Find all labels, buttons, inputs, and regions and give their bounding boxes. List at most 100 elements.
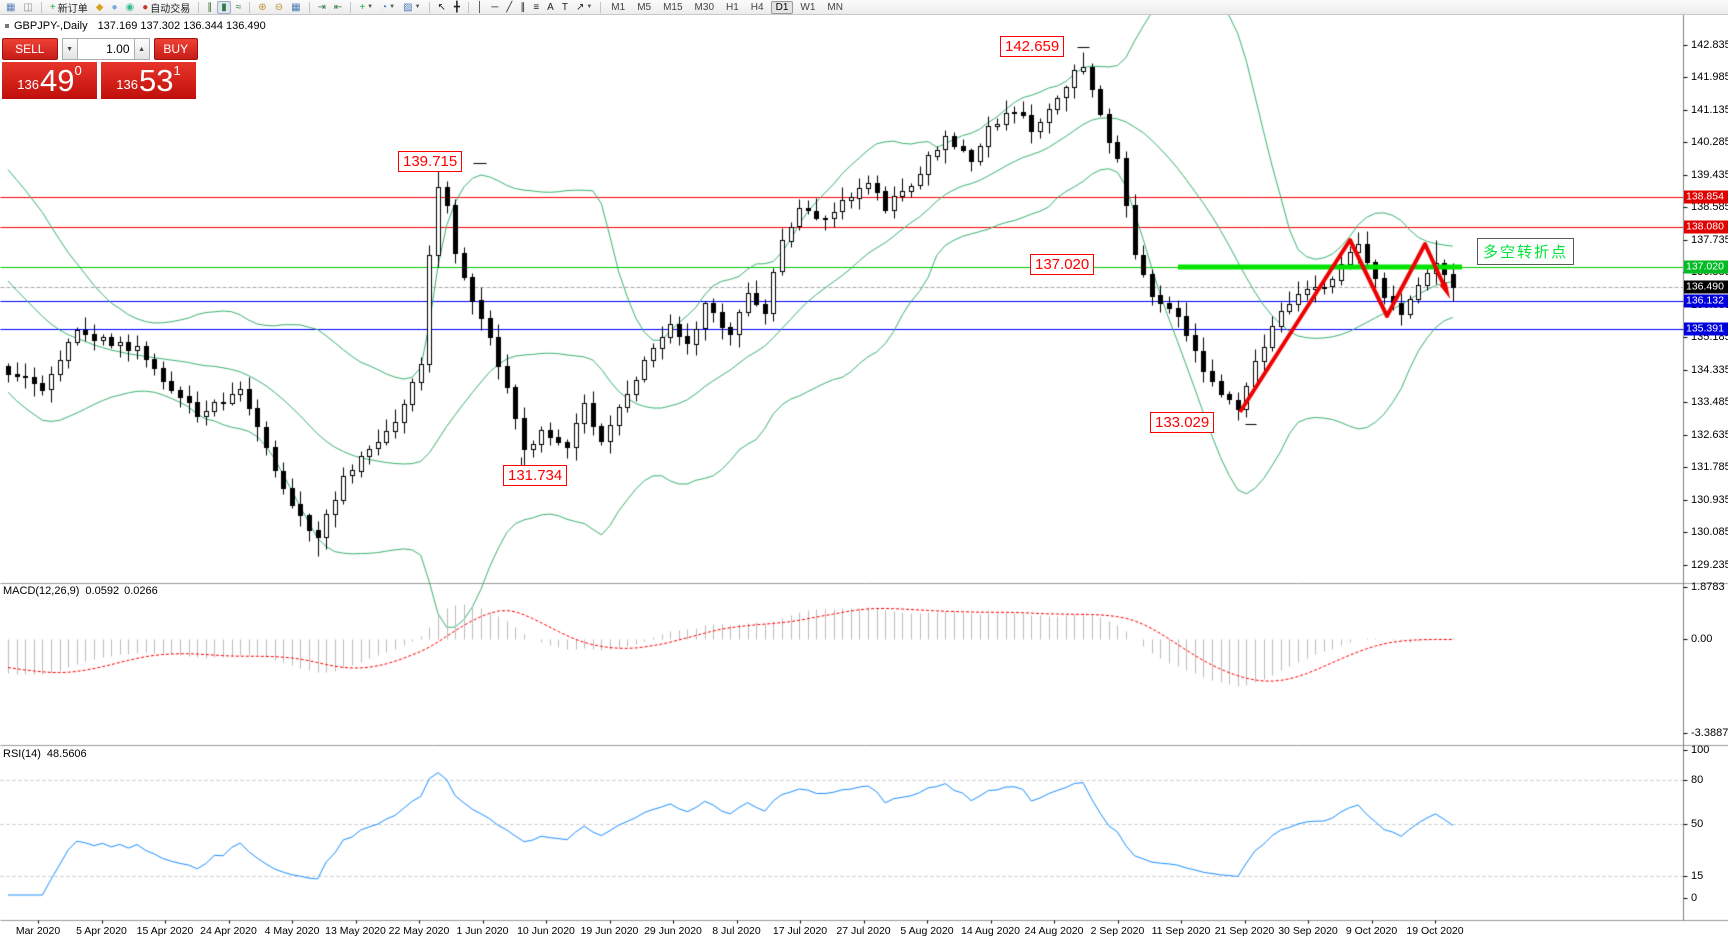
date-axis-label: 2 Sep 2020 [1090, 925, 1145, 937]
dropdown-arrow-icon: ▼ [367, 4, 374, 10]
timeframe-h4[interactable]: H4 [750, 1, 764, 13]
trendline-icon: ╱ [506, 1, 513, 13]
volume-decrease-button[interactable]: ▼ [61, 38, 78, 60]
date-axis-label: 19 Jun 2020 [580, 925, 639, 937]
sell-button[interactable]: SELL [2, 38, 58, 60]
line-chart-button[interactable]: ≈ [233, 1, 245, 14]
timeframe-h1[interactable]: H1 [726, 1, 739, 13]
indicators-button[interactable]: + ▼ [356, 1, 376, 14]
date-axis-label: 14 Aug 2020 [961, 925, 1020, 937]
crosshair-icon: ╋ [453, 1, 460, 13]
line-chart-icon: ≈ [235, 1, 242, 13]
toolbar-separator [198, 1, 200, 13]
price-axis-tick: 134.335 [1691, 363, 1728, 376]
candlestick-chart-button[interactable]: ▮ [217, 0, 231, 14]
date-axis-label: 17 Jul 2020 [772, 925, 828, 937]
chart-window-button[interactable]: ▦ [3, 1, 18, 14]
date-axis-label: 9 Oct 2020 [1345, 925, 1398, 937]
new-order-icon: + [49, 1, 56, 13]
buy-price-pips: 53 [138, 63, 174, 98]
buy-price-fraction: 1 [173, 63, 181, 78]
price-axis-tick: 137.735 [1691, 233, 1728, 246]
horizontal-line-button[interactable]: ─ [488, 1, 501, 14]
new-order-button[interactable]: + 新订单 [47, 1, 91, 15]
equidistant-channel-button[interactable]: ∥ [517, 1, 528, 14]
symbol-name: GBPJPY-,Daily [14, 20, 88, 32]
macd-value-signal: 0.0266 [124, 585, 158, 597]
vertical-line-button[interactable]: │ [474, 1, 486, 14]
dropdown-arrow-icon: ▼ [389, 4, 396, 10]
toolbar-separator [40, 1, 42, 13]
chart-shift-icon: ⇤ [333, 1, 343, 13]
autotrading-button[interactable]: ● 自动交易 [139, 1, 193, 15]
signal-icon: ◉ [125, 1, 135, 13]
buy-price[interactable]: 136 53 1 [101, 62, 196, 99]
volume-input[interactable] [77, 38, 134, 60]
zoom-out-button[interactable]: ⊖ [272, 1, 286, 14]
templates-button[interactable]: ▨ ▼ [400, 1, 423, 14]
annotation-turning-point[interactable]: 多空转折点 [1477, 238, 1575, 265]
auto-scroll-button[interactable]: ⇥ [315, 1, 329, 14]
trendline-button[interactable]: ╱ [503, 1, 515, 14]
text-button[interactable]: A [544, 1, 557, 14]
tile-windows-button[interactable]: ▦ [288, 1, 303, 14]
date-axis-label: 13 May 2020 [325, 925, 386, 937]
annotation-level-137020[interactable]: 137.020 [1030, 254, 1095, 275]
zoom-out-icon: ⊖ [274, 1, 284, 13]
macd-axis-tick: 1.8783 [1691, 581, 1725, 593]
rsi-axis-tick: 50 [1691, 818, 1704, 830]
annotation-low-131734[interactable]: 131.734 [503, 465, 568, 486]
cursor-button[interactable]: ↖ [435, 1, 449, 14]
bar-chart-button[interactable]: ∥ [204, 1, 215, 14]
volume-increase-button[interactable]: ▲ [133, 38, 150, 60]
date-axis-label: 4 May 2020 [264, 925, 320, 937]
community-button[interactable]: ● [108, 1, 120, 14]
macd-label: MACD(12,26,9) 0.0592 0.0266 [3, 585, 158, 597]
equidistant-channel-icon: ∥ [520, 1, 526, 13]
price-axis-tick: 141.985 [1691, 71, 1728, 84]
price-axis-tick: 132.635 [1691, 428, 1728, 441]
timeframe-m1[interactable]: M1 [611, 1, 626, 13]
sell-price-fraction: 0 [74, 63, 82, 78]
crosshair-button[interactable]: ╋ [451, 1, 463, 14]
candlestick-chart-icon: ▮ [221, 1, 227, 13]
annotation-high-139715[interactable]: 139.715 [398, 151, 463, 172]
chart-bullet-icon [5, 24, 9, 28]
timeframe-m30[interactable]: M30 [694, 1, 714, 13]
print-preview-button[interactable]: ◫ [20, 1, 35, 14]
toolbar-separator [428, 1, 430, 13]
zoom-in-button[interactable]: ⊕ [255, 1, 269, 14]
text-label-button[interactable]: T [559, 1, 571, 14]
symbol-header: GBPJPY-,Daily 137.169 137.302 136.344 13… [5, 20, 266, 32]
indicators-icon: + [359, 1, 366, 13]
arrows-icon: ↗ [575, 1, 585, 13]
buy-button[interactable]: BUY [153, 38, 198, 60]
date-axis-label: 24 Aug 2020 [1024, 925, 1084, 937]
macd-name: MACD(12,26,9) [3, 585, 80, 597]
new-order-button-label: 新订单 [57, 3, 88, 15]
sell-price[interactable]: 136 49 0 [2, 62, 97, 99]
gold-button[interactable]: ◆ [93, 1, 107, 14]
price-axis-tick: 141.135 [1691, 103, 1728, 116]
timeframe-d1[interactable]: D1 [770, 0, 794, 14]
macd-axis-tick: -3.3887 [1691, 727, 1728, 739]
signal-button[interactable]: ◉ [123, 1, 138, 14]
chart-shift-button[interactable]: ⇤ [331, 1, 345, 14]
fibonacci-button[interactable]: ≡ [530, 1, 542, 14]
price-axis-tick: 131.785 [1691, 461, 1728, 474]
periods-button[interactable]: ◔ ▼ [378, 1, 398, 14]
price-badge-136.490: 136.490 [1684, 280, 1728, 294]
arrows-button[interactable]: ↗ ▼ [573, 1, 595, 14]
date-axis-label: 1 Jun 2020 [456, 925, 509, 937]
horizontal-line-icon: ─ [491, 1, 499, 13]
price-axis-tick: 139.435 [1691, 168, 1728, 181]
symbol-ohlc: 137.169 137.302 136.344 136.490 [97, 20, 266, 32]
date-axis-label: Mar 2020 [15, 925, 61, 937]
annotation-high-142659[interactable]: 142.659 [1000, 36, 1065, 57]
timeframe-m5[interactable]: M5 [637, 1, 652, 13]
timeframe-w1[interactable]: W1 [800, 1, 816, 13]
annotation-low-133029[interactable]: 133.029 [1150, 412, 1215, 433]
timeframe-mn[interactable]: MN [827, 1, 843, 13]
timeframe-m15[interactable]: M15 [663, 1, 683, 13]
